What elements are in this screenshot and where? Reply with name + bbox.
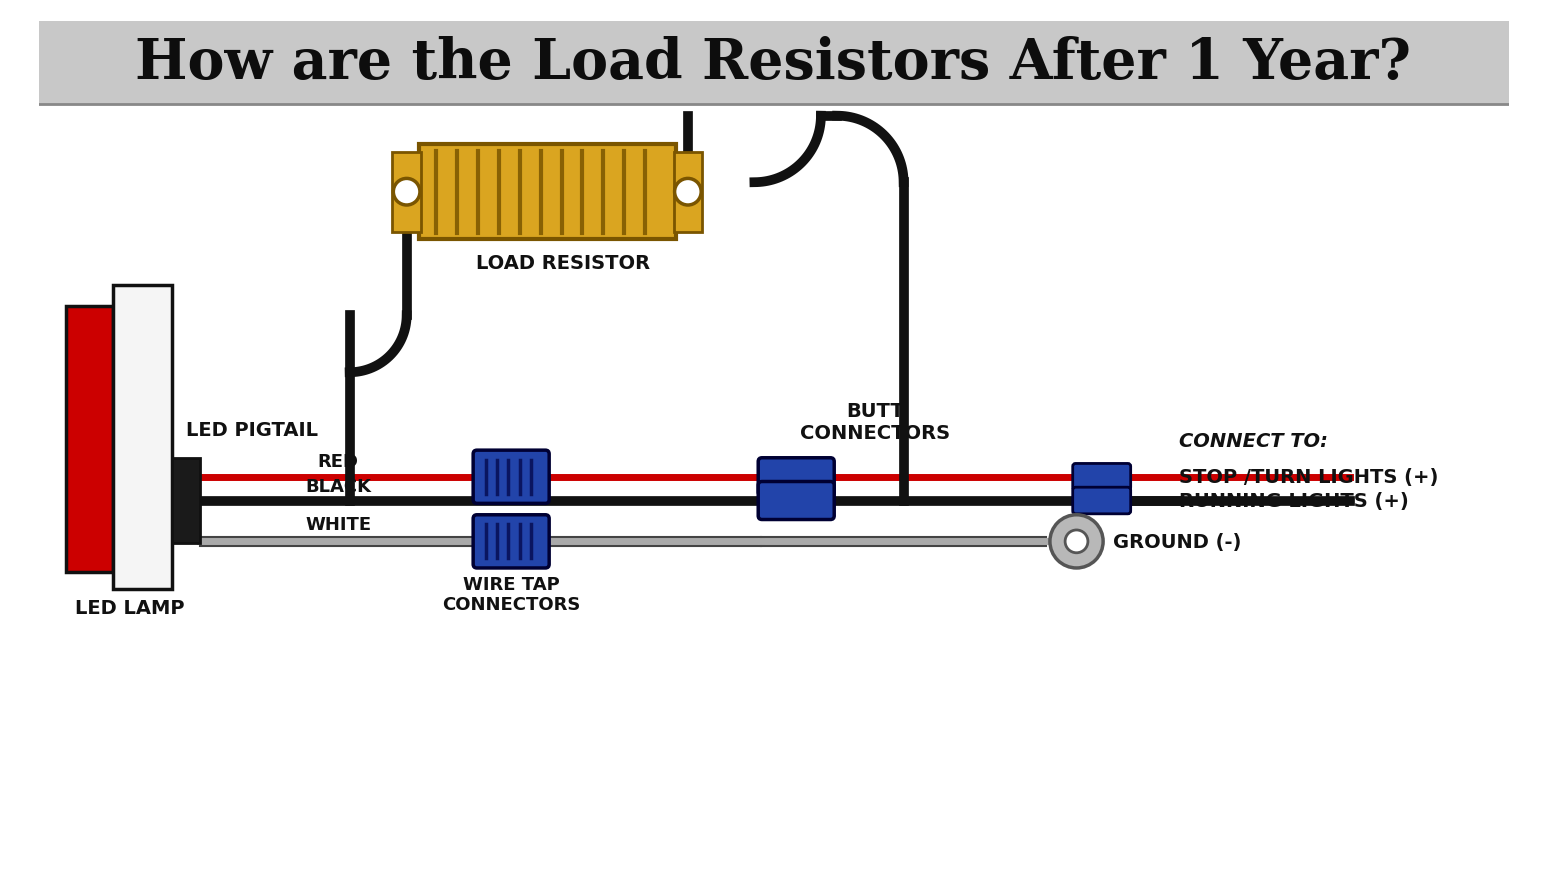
Bar — [39, 22, 1508, 105]
Text: WHITE: WHITE — [305, 515, 371, 534]
Bar — [113, 286, 172, 589]
FancyBboxPatch shape — [473, 451, 549, 504]
Bar — [673, 153, 702, 232]
Text: How are the Load Resistors After 1 Year?: How are the Load Resistors After 1 Year? — [136, 36, 1411, 91]
Bar — [172, 458, 201, 544]
FancyBboxPatch shape — [1072, 464, 1131, 490]
Circle shape — [1050, 515, 1103, 568]
Text: LED LAMP: LED LAMP — [74, 599, 184, 618]
Text: CONNECT TO:: CONNECT TO: — [1179, 432, 1327, 451]
Text: RED: RED — [317, 453, 359, 471]
Text: BUTT
CONNECTORS: BUTT CONNECTORS — [800, 401, 950, 442]
Text: WIRE TAP
CONNECTORS: WIRE TAP CONNECTORS — [442, 575, 580, 614]
Text: LOAD RESISTOR: LOAD RESISTOR — [476, 253, 650, 272]
Circle shape — [674, 179, 701, 206]
Circle shape — [1066, 530, 1088, 554]
Text: STOP /TURN LIGHTS (+): STOP /TURN LIGHTS (+) — [1179, 468, 1439, 487]
Bar — [419, 145, 676, 240]
FancyBboxPatch shape — [758, 482, 834, 520]
Bar — [65, 307, 113, 572]
Text: GROUND (-): GROUND (-) — [1112, 532, 1241, 551]
Bar — [393, 153, 421, 232]
Text: LED PIGTAIL: LED PIGTAIL — [186, 421, 319, 439]
Text: RUNNING LIGHTS (+): RUNNING LIGHTS (+) — [1179, 492, 1409, 510]
Circle shape — [393, 179, 419, 206]
FancyBboxPatch shape — [758, 458, 834, 496]
FancyBboxPatch shape — [1072, 488, 1131, 514]
Text: BLACK: BLACK — [305, 477, 371, 495]
FancyBboxPatch shape — [473, 515, 549, 568]
